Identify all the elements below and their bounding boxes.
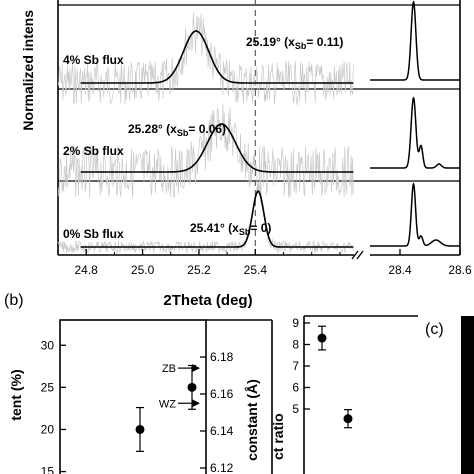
panel-b-left-ticks: 15 20 25 30: [41, 338, 66, 474]
fit-curve-0: [80, 30, 354, 84]
panel-label-c: (c): [425, 321, 444, 338]
fit-curve-1: [80, 123, 354, 173]
b-right-tick-label: 6.18: [210, 350, 234, 364]
series-label-2pct: 2% Sb flux: [63, 144, 124, 158]
annotation-0pct: 25.41° (xSb= 0): [190, 221, 271, 237]
panel-b-right-ticks: 6.12 6.14 6.16 6.18: [200, 350, 234, 474]
axis-break-mark-1: [351, 250, 359, 260]
b-data-point: [135, 424, 145, 434]
c-tick-label: 6: [292, 381, 299, 395]
b-right-tick-label: 6.16: [210, 387, 234, 401]
sharp-peak-2: [370, 182, 460, 247]
annotation-4pct: 25.19° (xSb= 0.11): [246, 35, 343, 51]
c-data-point: [343, 414, 353, 424]
panel-b-phase-markers: ZB WZ: [159, 363, 200, 410]
y-axis-label: Normalized intens: [20, 10, 36, 131]
x-ticks: 24.8 25.0 25.2 25.4 28.4 28.6: [57, 249, 472, 277]
noise-traces: [57, 12, 354, 254]
b-right-tick-label: 6.12: [210, 461, 234, 474]
panel-c-edge-block: [461, 316, 474, 474]
annotation-2pct: 25.28° (xSb= 0.06): [128, 122, 226, 138]
panel-b-left-ylabel: tent (%): [8, 369, 24, 420]
panel-b-points: [135, 364, 197, 452]
sharp-peaks: [370, 0, 460, 247]
x-tick-label: 25.0: [131, 263, 155, 277]
b-data-point: [187, 382, 197, 392]
noise-trace-0: [57, 12, 354, 105]
b-left-tick-label: 30: [41, 338, 55, 352]
b-marker-arrow: [192, 364, 200, 373]
series-label-0pct: 0% Sb flux: [63, 227, 124, 241]
b-left-tick-label: 25: [41, 380, 55, 394]
x-tick-label: 28.6: [448, 263, 472, 277]
x-tick-label: 24.8: [75, 263, 99, 277]
panel-b-frame: [59, 319, 207, 474]
series-label-4pct: 4% Sb flux: [63, 53, 124, 67]
noise-trace-2: [57, 185, 354, 254]
x-tick-label: 25.4: [244, 263, 268, 277]
panel-c-ticks: 5 6 7 8 9: [292, 316, 310, 416]
panel-label-b: (b): [4, 292, 24, 309]
b-marker-label-wz: WZ: [159, 398, 176, 410]
b-right-tick-label: 6.14: [210, 424, 234, 438]
panel-a: 24.8 25.0 25.2 25.4 28.4 28.6 Normalized inte…: [20, 0, 472, 309]
c-tick-label: 9: [292, 316, 299, 330]
c-data-point: [317, 333, 327, 343]
fitted-curves: [80, 30, 354, 248]
panel-c-ylabel: ct ratio: [270, 413, 286, 460]
sharp-peak-1: [370, 96, 460, 169]
x-tick-label: 28.4: [388, 263, 412, 277]
panel-c: (c) 5 6 7 8 9 ct ratio: [270, 315, 474, 474]
b-marker-arrow: [192, 399, 200, 408]
panel-b-right-ylabel: constant (Å): [244, 379, 260, 461]
noise-trace-1: [57, 103, 354, 198]
c-tick-label: 7: [292, 359, 299, 373]
x-axis-label: 2Theta (deg): [163, 292, 252, 309]
b-left-tick-label: 15: [41, 465, 55, 474]
x-tick-label: 25.2: [187, 263, 211, 277]
c-tick-label: 5: [292, 402, 299, 416]
panel-c-points: [317, 325, 353, 429]
b-marker-label-zb: ZB: [162, 363, 176, 375]
c-tick-label: 8: [292, 338, 299, 352]
fit-curve-2: [80, 190, 354, 248]
sharp-peak-0: [370, 0, 460, 81]
b-left-tick-label: 20: [41, 422, 55, 436]
axis-break-mark-2: [356, 250, 364, 260]
panel-b: (b) 15 20 25 30 6.12 6.14 6.16 6.18 ZB WZ tent …: [4, 292, 273, 474]
